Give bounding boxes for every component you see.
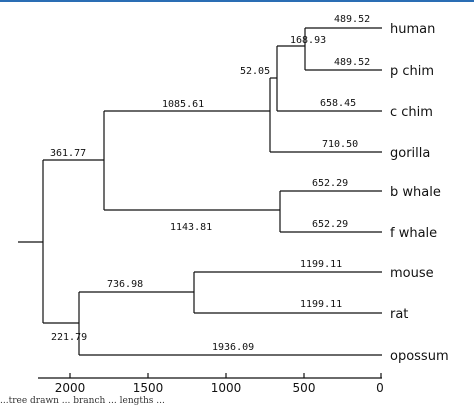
branch-label-primates: 1085.61 [162,99,204,110]
axis-tick-label-1500: 1500 [133,381,164,395]
branch-label-c-chim: 658.45 [320,98,356,109]
branch-label-rodents: 736.98 [107,279,143,290]
taxon-label-c-chim: c chim [390,105,433,120]
axis-tick-label-1000: 1000 [211,381,242,395]
taxon-label-p-chim: p chim [390,64,434,79]
branch-label-f-whale: 652.29 [312,219,348,230]
figure-caption: ...tree drawn ... branch ... lengths ... [0,396,165,406]
branch-label-rat: 1199.11 [300,299,342,310]
taxon-label-f-whale: f whale [390,226,437,241]
branch-label-mouse: 1199.11 [300,259,342,270]
branch-label-p-chim: 489.52 [334,57,370,68]
axis-tick-label-500: 500 [293,381,316,395]
branch-label-primate-whale: 361.77 [50,148,86,159]
branch-label-b-whale: 652.29 [312,178,348,189]
taxon-label-gorilla: gorilla [390,146,430,161]
axis-tick-label-2000: 2000 [55,381,86,395]
tree-branches [18,27,382,356]
branch-label-whales: 1143.81 [170,222,212,233]
branch-label-opossum: 1936.09 [212,342,254,353]
taxon-label-b-whale: b whale [390,185,441,200]
time-axis [38,373,382,379]
taxon-label-mouse: mouse [390,266,434,281]
top-border-rule [0,0,474,2]
branch-label-gorilla: 710.50 [322,139,358,150]
taxon-label-human: human [390,22,435,37]
branch-label-human-chim-node: 168.93 [290,35,326,46]
branch-label-great-ape-node: 52.05 [240,66,270,77]
branch-label-human: 489.52 [334,14,370,25]
branch-label-rodent-opossum: 221.79 [51,332,87,343]
taxon-label-opossum: opossum [390,349,449,364]
axis-tick-label-0: 0 [376,381,384,395]
taxon-label-rat: rat [390,307,408,322]
